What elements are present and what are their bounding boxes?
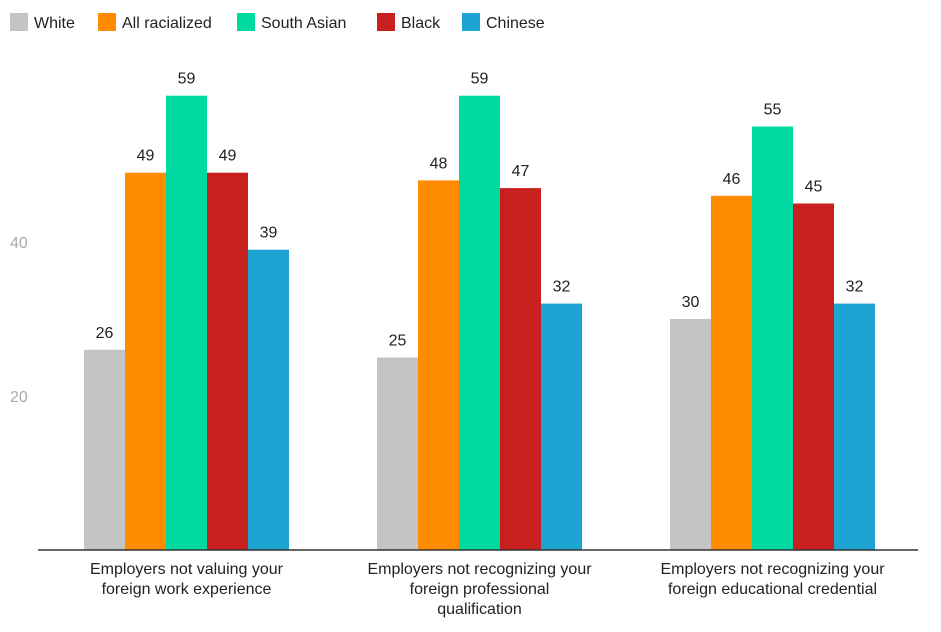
data-labels: 26 49 59 49 39 25 48 59 47 32 30 46 55 45 32 xyxy=(96,71,864,350)
legend-item: All racialized xyxy=(98,13,212,32)
bars xyxy=(84,95,875,551)
legend-swatch xyxy=(10,13,28,31)
legend: White All racialized South Asian Black Chine… xyxy=(10,13,545,32)
legend-swatch xyxy=(462,13,480,31)
bar xyxy=(670,319,711,550)
data-label: 32 xyxy=(846,279,864,296)
category-label: Employers not recognizing your foreign pr… xyxy=(367,561,592,618)
data-label: 59 xyxy=(471,71,489,88)
legend-swatch xyxy=(98,13,116,31)
data-label: 59 xyxy=(178,71,196,88)
legend-label: Black xyxy=(401,15,441,32)
bar xyxy=(834,303,875,550)
category-labels: Employers not valuing your foreign work e… xyxy=(90,561,885,618)
y-tick-label: 20 xyxy=(10,389,28,406)
data-label: 30 xyxy=(682,294,700,311)
data-label: 45 xyxy=(805,179,823,196)
bar xyxy=(459,95,500,550)
legend-label: White xyxy=(34,15,75,32)
data-label: 26 xyxy=(96,325,114,342)
data-label: 49 xyxy=(137,148,155,165)
data-label: 49 xyxy=(219,148,237,165)
bar xyxy=(248,249,289,550)
y-tick-label: 40 xyxy=(10,235,28,252)
legend-label: All racialized xyxy=(122,15,212,32)
data-label: 55 xyxy=(764,102,782,119)
bar xyxy=(84,349,125,550)
legend-swatch xyxy=(237,13,255,31)
bar xyxy=(377,357,418,550)
data-label: 39 xyxy=(260,225,278,242)
legend-item: Chinese xyxy=(462,13,545,32)
bar xyxy=(125,172,166,550)
data-label: 47 xyxy=(512,163,530,180)
data-label: 25 xyxy=(389,333,407,350)
legend-item: White xyxy=(10,13,75,32)
category-label: Employers not valuing your foreign work e… xyxy=(90,561,284,598)
bar xyxy=(793,203,834,550)
legend-item: South Asian xyxy=(237,13,346,32)
data-label: 32 xyxy=(553,279,571,296)
bar xyxy=(166,95,207,550)
bar xyxy=(500,188,541,550)
legend-item: Black xyxy=(377,13,441,32)
bar xyxy=(207,172,248,550)
category-label: Employers not recognizing your foreign ed… xyxy=(660,561,885,598)
bar xyxy=(418,180,459,550)
legend-label: South Asian xyxy=(261,15,346,32)
legend-swatch xyxy=(377,13,395,31)
bar xyxy=(541,303,582,550)
data-label: 48 xyxy=(430,155,448,172)
data-label: 46 xyxy=(723,171,741,188)
legend-label: Chinese xyxy=(486,15,545,32)
bar xyxy=(752,126,793,550)
bar xyxy=(711,195,752,551)
